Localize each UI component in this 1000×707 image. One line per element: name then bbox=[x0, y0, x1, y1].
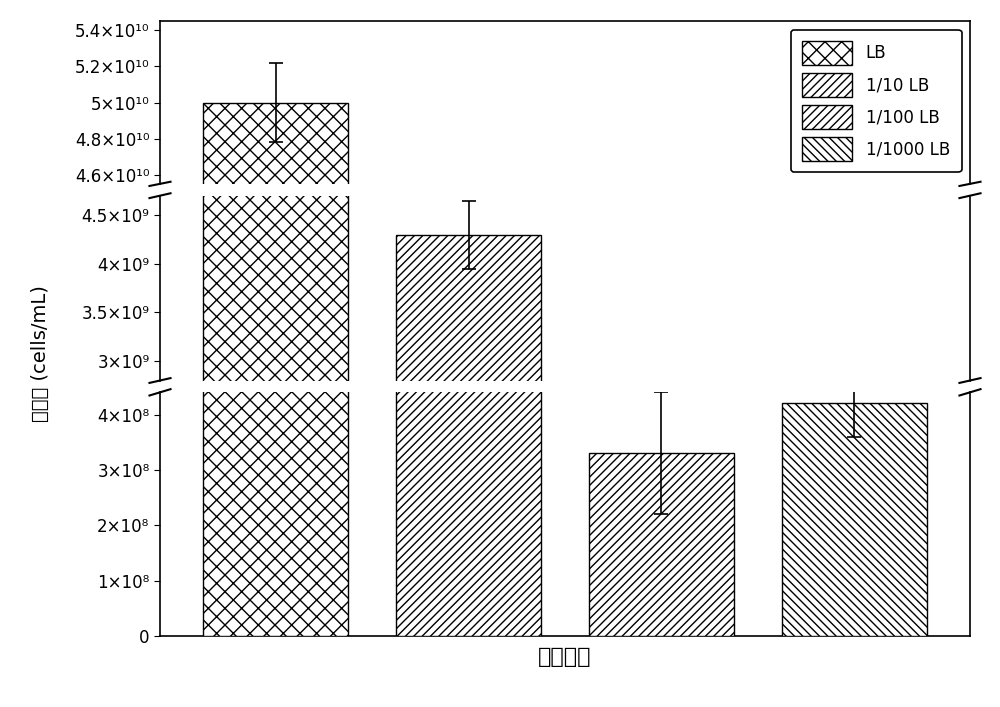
Bar bbox=[589, 453, 734, 636]
Bar bbox=[203, 0, 348, 636]
Bar bbox=[396, 0, 541, 636]
X-axis label: 不同处理: 不同处理 bbox=[538, 648, 592, 667]
Bar bbox=[203, 103, 348, 707]
Text: 生物量 (cells/mL): 生物量 (cells/mL) bbox=[30, 285, 50, 422]
Bar bbox=[782, 612, 927, 653]
Bar bbox=[203, 0, 348, 653]
Bar bbox=[589, 621, 734, 653]
Legend: LB, 1/10 LB, 1/100 LB, 1/1000 LB: LB, 1/10 LB, 1/100 LB, 1/1000 LB bbox=[791, 30, 962, 173]
Bar bbox=[396, 235, 541, 653]
Bar bbox=[782, 404, 927, 636]
